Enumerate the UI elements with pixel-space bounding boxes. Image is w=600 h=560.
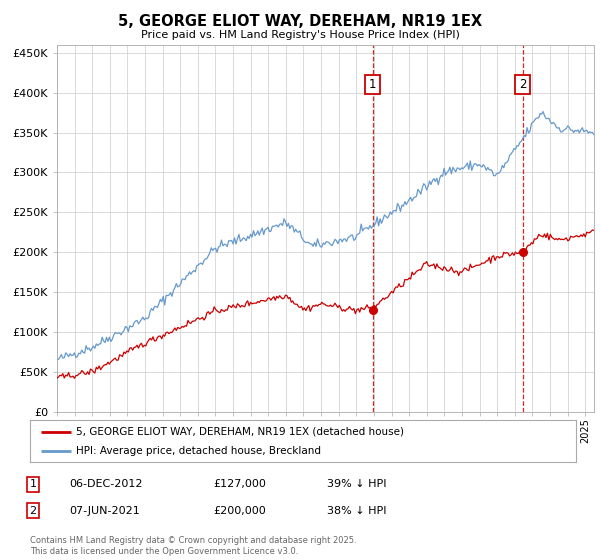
Text: £127,000: £127,000 [213,479,266,489]
Text: 38% ↓ HPI: 38% ↓ HPI [327,506,386,516]
Text: Price paid vs. HM Land Registry's House Price Index (HPI): Price paid vs. HM Land Registry's House … [140,30,460,40]
Text: £200,000: £200,000 [213,506,266,516]
Text: HPI: Average price, detached house, Breckland: HPI: Average price, detached house, Brec… [76,446,322,456]
Text: 2: 2 [29,506,37,516]
Text: Contains HM Land Registry data © Crown copyright and database right 2025.
This d: Contains HM Land Registry data © Crown c… [30,536,356,556]
Text: 1: 1 [369,78,376,91]
Text: 07-JUN-2021: 07-JUN-2021 [69,506,140,516]
Text: 2: 2 [519,78,526,91]
Text: 5, GEORGE ELIOT WAY, DEREHAM, NR19 1EX: 5, GEORGE ELIOT WAY, DEREHAM, NR19 1EX [118,14,482,29]
Text: 1: 1 [29,479,37,489]
Text: 06-DEC-2012: 06-DEC-2012 [69,479,143,489]
Text: 5, GEORGE ELIOT WAY, DEREHAM, NR19 1EX (detached house): 5, GEORGE ELIOT WAY, DEREHAM, NR19 1EX (… [76,427,404,437]
Text: 39% ↓ HPI: 39% ↓ HPI [327,479,386,489]
